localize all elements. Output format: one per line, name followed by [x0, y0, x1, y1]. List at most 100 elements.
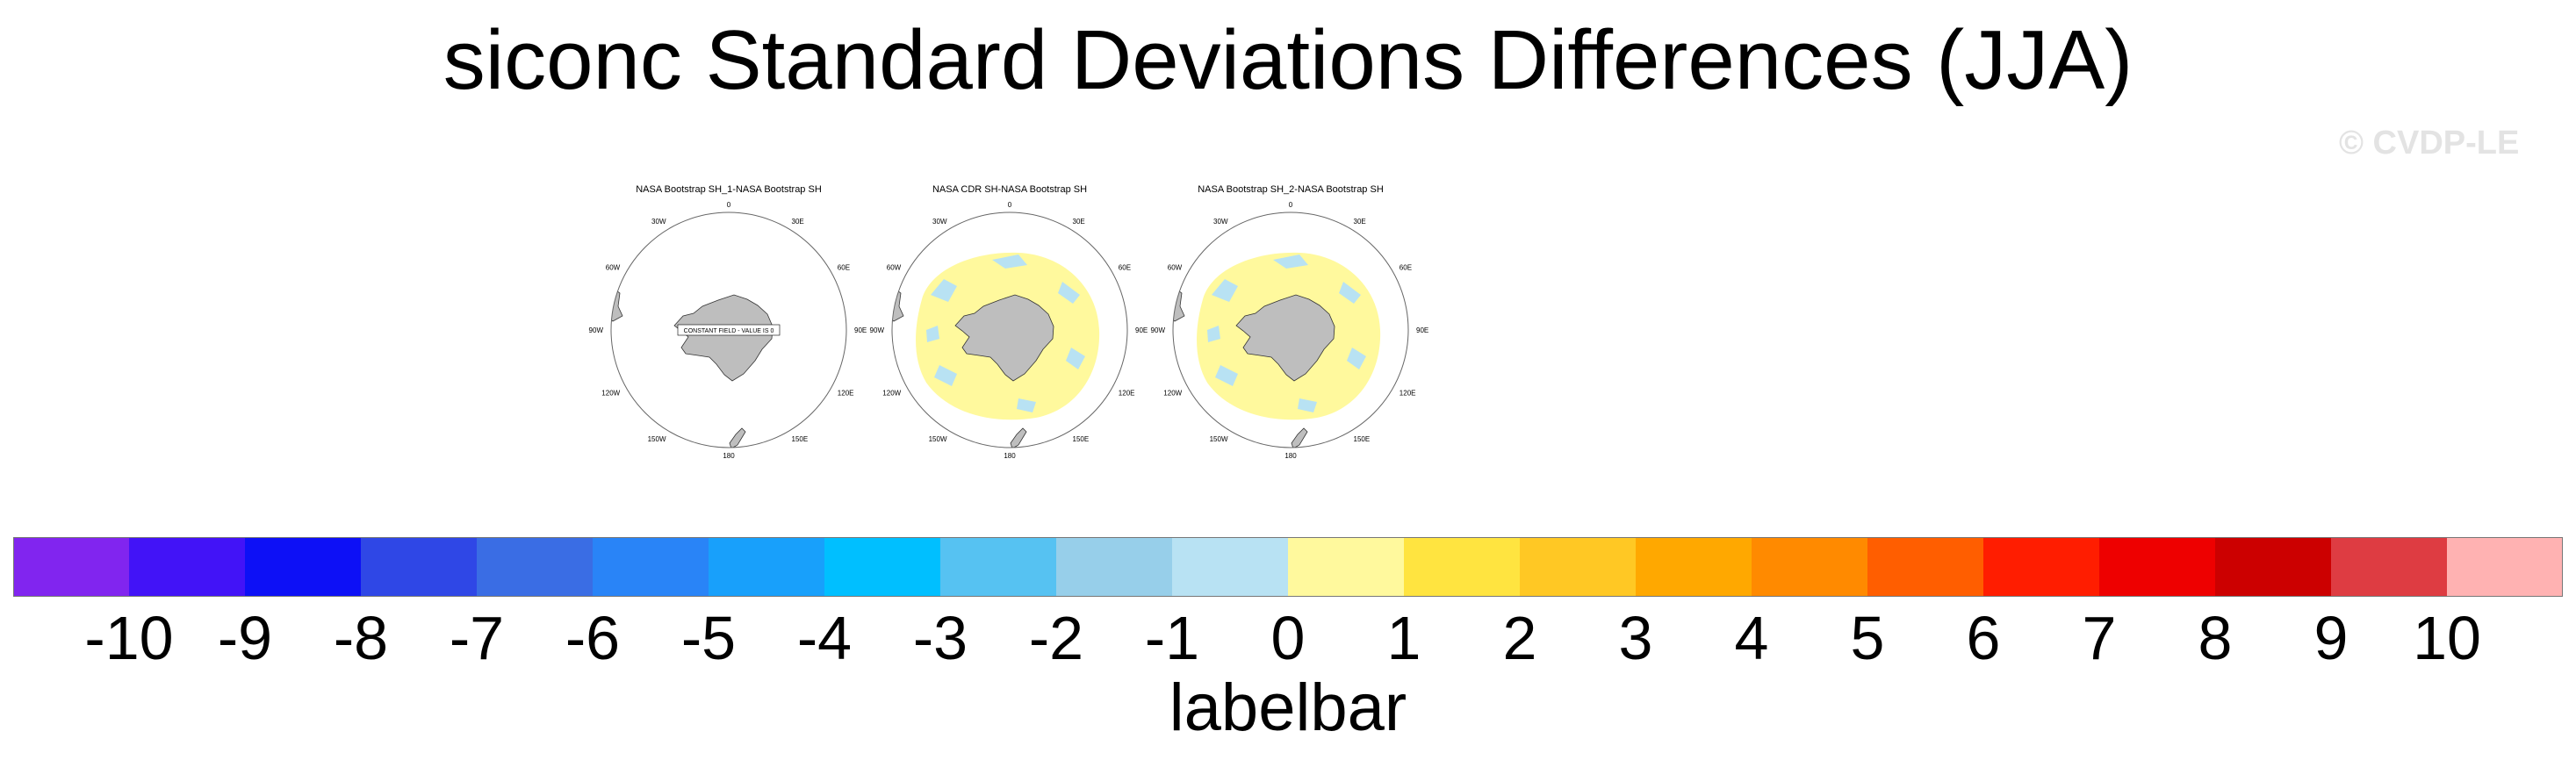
shading-negative-region — [1017, 398, 1036, 412]
colorbar-swatch — [245, 537, 362, 597]
longitude-label: 60E — [838, 264, 850, 272]
polar-map: 0 30E 60E 90E 120E 150E 180 150W 120W 90W 60W 30W CO… — [589, 201, 867, 460]
colorbar-swatch — [2099, 537, 2216, 597]
map-panel-cdr-sh: NASA CDR SH-NASA Bootstrap SH 0 30E 60E 90E… — [869, 176, 1150, 474]
landmass — [729, 427, 746, 448]
longitude-label: 60E — [1119, 264, 1131, 272]
shading-negative-region — [992, 255, 1027, 269]
labelbar-tick-label: 9 — [2313, 604, 2349, 672]
labelbar-tick-label: -3 — [912, 604, 968, 672]
shading-negative-region — [1339, 282, 1361, 304]
shading-negative-region — [1058, 282, 1080, 304]
longitude-label: 90W — [870, 326, 885, 334]
longitude-label: 150E — [792, 435, 809, 443]
labelbar-tick-label: -6 — [565, 604, 621, 672]
longitude-label: 60W — [606, 264, 621, 272]
labelbar-title: labelbar — [1169, 670, 1407, 745]
shading-negative-region — [1207, 326, 1220, 342]
labelbar-tick-label: 6 — [1966, 604, 2001, 672]
longitude-label: 30E — [792, 218, 804, 226]
shading-negative-region — [1212, 279, 1238, 302]
shading-negative-region — [1066, 348, 1085, 369]
polar-map: 0 30E 60E 90E 120E 150E 180 150W 120W 90W 60W 30W — [1151, 201, 1429, 460]
colorbar-swatch — [2215, 537, 2332, 597]
longitude-label: 150W — [1210, 435, 1228, 443]
shading-negative-region — [931, 279, 957, 302]
longitude-label: 150W — [648, 435, 666, 443]
landmass — [1010, 427, 1027, 448]
labelbar-tick-label: 7 — [2082, 604, 2117, 672]
longitude-label: 150W — [929, 435, 947, 443]
labelbar-tick-label: 4 — [1734, 604, 1769, 672]
shading-negative-region — [1273, 255, 1308, 269]
map-boundary — [891, 212, 1128, 448]
labelbar-tick-label: 0 — [1270, 604, 1306, 672]
labelbar-tick-label: 3 — [1618, 604, 1653, 672]
landmass — [1291, 427, 1308, 448]
longitude-label: 30E — [1073, 218, 1085, 226]
colorbar-swatch — [593, 537, 709, 597]
colorbar-swatch — [2447, 537, 2563, 597]
antarctica-landmass — [1235, 294, 1335, 382]
longitude-label: 120E — [838, 390, 854, 398]
longitude-label: 60E — [1400, 264, 1412, 272]
shading-negative-region — [934, 365, 957, 386]
longitude-label: 30W — [651, 218, 666, 226]
longitude-label: 60W — [1168, 264, 1183, 272]
longitude-label: 180 — [723, 452, 735, 460]
longitude-label: 90E — [854, 326, 867, 334]
colorbar-swatch — [1172, 537, 1289, 597]
labelbar-tick-label: 5 — [1850, 604, 1885, 672]
longitude-label: 30E — [1354, 218, 1366, 226]
antarctica-landmass — [673, 294, 774, 382]
constant-field-note: CONSTANT FIELD - VALUE IS 0 — [677, 324, 781, 336]
panel-title: NASA Bootstrap SH_1-NASA Bootstrap SH — [636, 184, 822, 195]
colorbar-swatch — [2331, 537, 2448, 597]
longitude-label: 0 — [727, 201, 731, 209]
labelbar-tick-label: 10 — [2413, 604, 2481, 672]
shading-negative-region — [1347, 348, 1366, 369]
labelbar-tick-label: -7 — [449, 604, 505, 672]
colorbar-swatch — [13, 537, 130, 597]
longitude-label: 120E — [1119, 390, 1135, 398]
labelbar-tick-label: -10 — [84, 604, 174, 672]
labelbar-colorbar — [13, 537, 2563, 597]
labelbar-tick-label: -8 — [333, 604, 389, 672]
labelbar-tick-label: -4 — [796, 604, 853, 672]
labelbar-tick-label: 8 — [2198, 604, 2233, 672]
panel-title: NASA CDR SH-NASA Bootstrap SH — [932, 184, 1088, 195]
longitude-label: 30W — [1213, 218, 1228, 226]
constant-field-label: CONSTANT FIELD - VALUE IS 0 — [684, 328, 774, 334]
polar-map: 0 30E 60E 90E 120E 150E 180 150W 120W 90W 60W 30W — [870, 201, 1148, 460]
colorbar-swatch — [824, 537, 941, 597]
labelbar-ticks: -10 -9 -8 -7 -6 -5 -4 -3 -2 -1 0 1 2 3 4 5 6 7 8 9 10 — [0, 601, 2576, 680]
longitude-label: 30W — [932, 218, 947, 226]
longitude-label: 120W — [601, 390, 620, 398]
colorbar-swatch — [1520, 537, 1637, 597]
colorbar-swatch — [1288, 537, 1405, 597]
labelbar-tick-label: -9 — [217, 604, 273, 672]
labelbar-tick-label: -2 — [1028, 604, 1084, 672]
colorbar-swatch — [477, 537, 594, 597]
panel-title: NASA Bootstrap SH_2-NASA Bootstrap SH — [1198, 184, 1384, 195]
longitude-label: 60W — [887, 264, 902, 272]
longitude-label: 180 — [1284, 452, 1297, 460]
longitude-label: 180 — [1004, 452, 1016, 460]
longitude-label: 90W — [589, 326, 604, 334]
colorbar-swatch — [361, 537, 478, 597]
antarctica-landmass — [954, 294, 1054, 382]
labelbar-tick-label: 2 — [1502, 604, 1537, 672]
map-panel-bootstrap-sh1: NASA Bootstrap SH_1-NASA Bootstrap SH 0 3… — [588, 176, 869, 474]
colorbar-swatch — [1056, 537, 1173, 597]
watermark: © CVDP-LE — [2339, 125, 2520, 161]
longitude-label: 90W — [1151, 326, 1166, 334]
longitude-label: 120E — [1400, 390, 1416, 398]
map-boundary — [1172, 212, 1409, 448]
shading-negative-region — [1215, 365, 1238, 386]
colorbar-swatch — [1636, 537, 1752, 597]
labelbar-tick-label: -5 — [680, 604, 737, 672]
labelbar-tick-label: -1 — [1144, 604, 1200, 672]
colorbar-swatch — [709, 537, 825, 597]
colorbar-swatch — [1867, 537, 1984, 597]
labelbar-tick-label: 1 — [1386, 604, 1421, 672]
